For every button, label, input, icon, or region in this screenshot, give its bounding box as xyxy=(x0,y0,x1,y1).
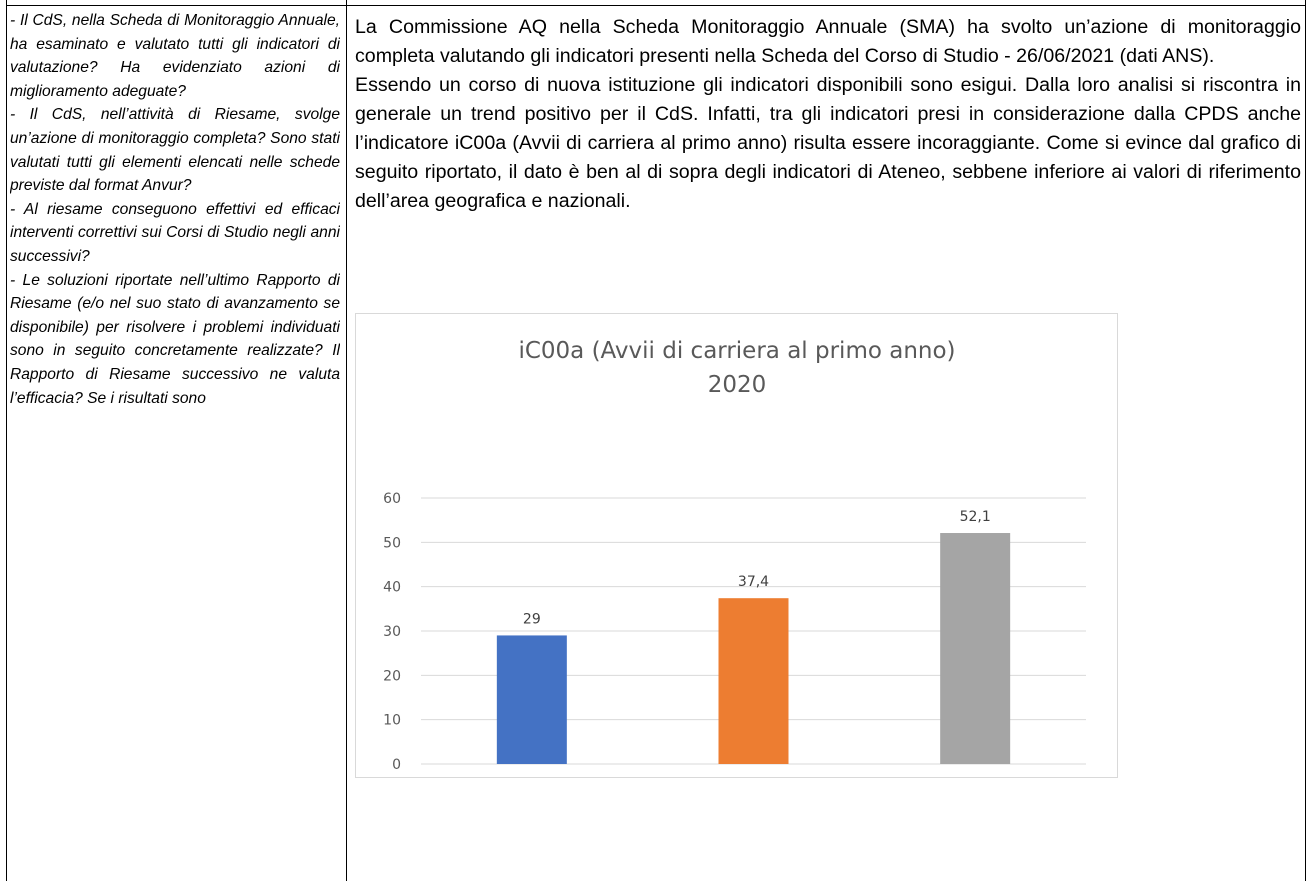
table-border xyxy=(346,0,347,881)
table-border xyxy=(6,5,1306,6)
chart-title: iC00a (Avvii di carriera al primo anno) xyxy=(518,338,955,364)
bar xyxy=(718,598,789,764)
y-tick-label: 0 xyxy=(392,757,401,773)
data-label: 52,1 xyxy=(960,509,991,525)
question: - Il CdS, nella Scheda di Monitoraggio A… xyxy=(10,12,340,100)
chart-svg: iC00a (Avvii di carriera al primo anno) 2… xyxy=(383,338,1086,793)
paragraph: Essendo un corso di nuova istituzione gl… xyxy=(355,74,1301,212)
bar xyxy=(496,635,567,764)
y-tick-label: 60 xyxy=(383,491,401,507)
table-border xyxy=(1305,0,1306,881)
y-tick-label: 50 xyxy=(383,535,401,551)
chart: iC00a (Avvii di carriera al primo anno) 2… xyxy=(355,313,1118,793)
data-label: 29 xyxy=(523,611,541,627)
question: - Il CdS, nell’attività di Riesame, svol… xyxy=(10,106,340,195)
y-tick-label: 10 xyxy=(383,713,401,729)
y-tick-label: 30 xyxy=(383,624,401,640)
question: - Le soluzioni riportate nell’ultimo Rap… xyxy=(10,271,340,407)
answer-cell: La Commissione AQ nella Scheda Monitorag… xyxy=(355,13,1301,216)
y-tick-label: 20 xyxy=(383,668,401,684)
bar xyxy=(940,533,1011,764)
data-label: 37,4 xyxy=(738,574,769,590)
table-border xyxy=(6,0,7,881)
questions-cell: - Il CdS, nella Scheda di Monitoraggio A… xyxy=(10,9,340,881)
paragraph: La Commissione AQ nella Scheda Monitorag… xyxy=(355,16,1301,67)
y-tick-label: 40 xyxy=(383,580,401,596)
question: - Al riesame conseguono effettivi ed eff… xyxy=(10,200,340,265)
chart-title: 2020 xyxy=(708,372,767,398)
